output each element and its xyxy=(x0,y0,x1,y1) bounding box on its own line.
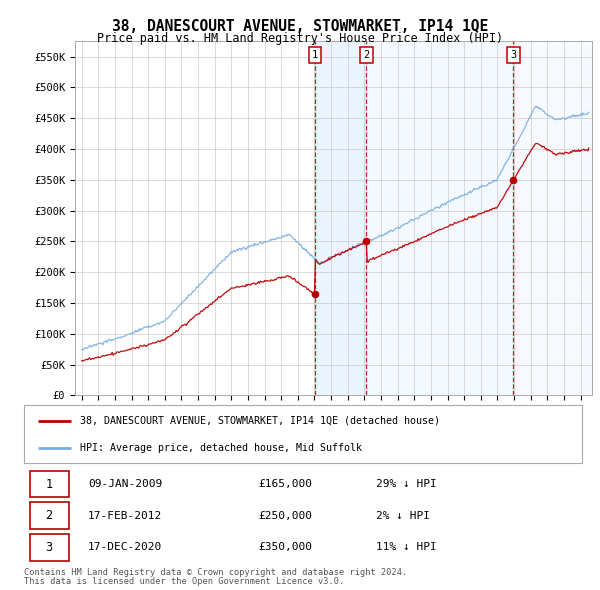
Text: HPI: Average price, detached house, Mid Suffolk: HPI: Average price, detached house, Mid … xyxy=(80,442,362,453)
Bar xyxy=(367,41,514,395)
Text: 3: 3 xyxy=(46,540,53,553)
Text: £350,000: £350,000 xyxy=(259,542,313,552)
Text: 38, DANESCOURT AVENUE, STOWMARKET, IP14 1QE: 38, DANESCOURT AVENUE, STOWMARKET, IP14 … xyxy=(112,19,488,34)
Text: 09-JAN-2009: 09-JAN-2009 xyxy=(88,479,163,489)
Bar xyxy=(315,41,367,395)
Text: 1: 1 xyxy=(312,50,318,60)
Text: 17-FEB-2012: 17-FEB-2012 xyxy=(88,511,163,520)
Text: 2: 2 xyxy=(363,50,370,60)
Text: 2% ↓ HPI: 2% ↓ HPI xyxy=(376,511,430,520)
FancyBboxPatch shape xyxy=(29,534,68,560)
Text: 17-DEC-2020: 17-DEC-2020 xyxy=(88,542,163,552)
Text: 29% ↓ HPI: 29% ↓ HPI xyxy=(376,479,436,489)
Text: Contains HM Land Registry data © Crown copyright and database right 2024.: Contains HM Land Registry data © Crown c… xyxy=(24,568,407,576)
Text: £165,000: £165,000 xyxy=(259,479,313,489)
Text: Price paid vs. HM Land Registry's House Price Index (HPI): Price paid vs. HM Land Registry's House … xyxy=(97,32,503,45)
Text: 3: 3 xyxy=(510,50,517,60)
FancyBboxPatch shape xyxy=(29,471,68,497)
Text: 38, DANESCOURT AVENUE, STOWMARKET, IP14 1QE (detached house): 38, DANESCOURT AVENUE, STOWMARKET, IP14 … xyxy=(80,416,440,426)
FancyBboxPatch shape xyxy=(24,405,582,463)
Text: 1: 1 xyxy=(46,478,53,491)
Text: 2: 2 xyxy=(46,509,53,522)
Text: £250,000: £250,000 xyxy=(259,511,313,520)
FancyBboxPatch shape xyxy=(29,502,68,529)
Text: 11% ↓ HPI: 11% ↓ HPI xyxy=(376,542,436,552)
Text: This data is licensed under the Open Government Licence v3.0.: This data is licensed under the Open Gov… xyxy=(24,577,344,586)
Bar xyxy=(514,41,592,395)
